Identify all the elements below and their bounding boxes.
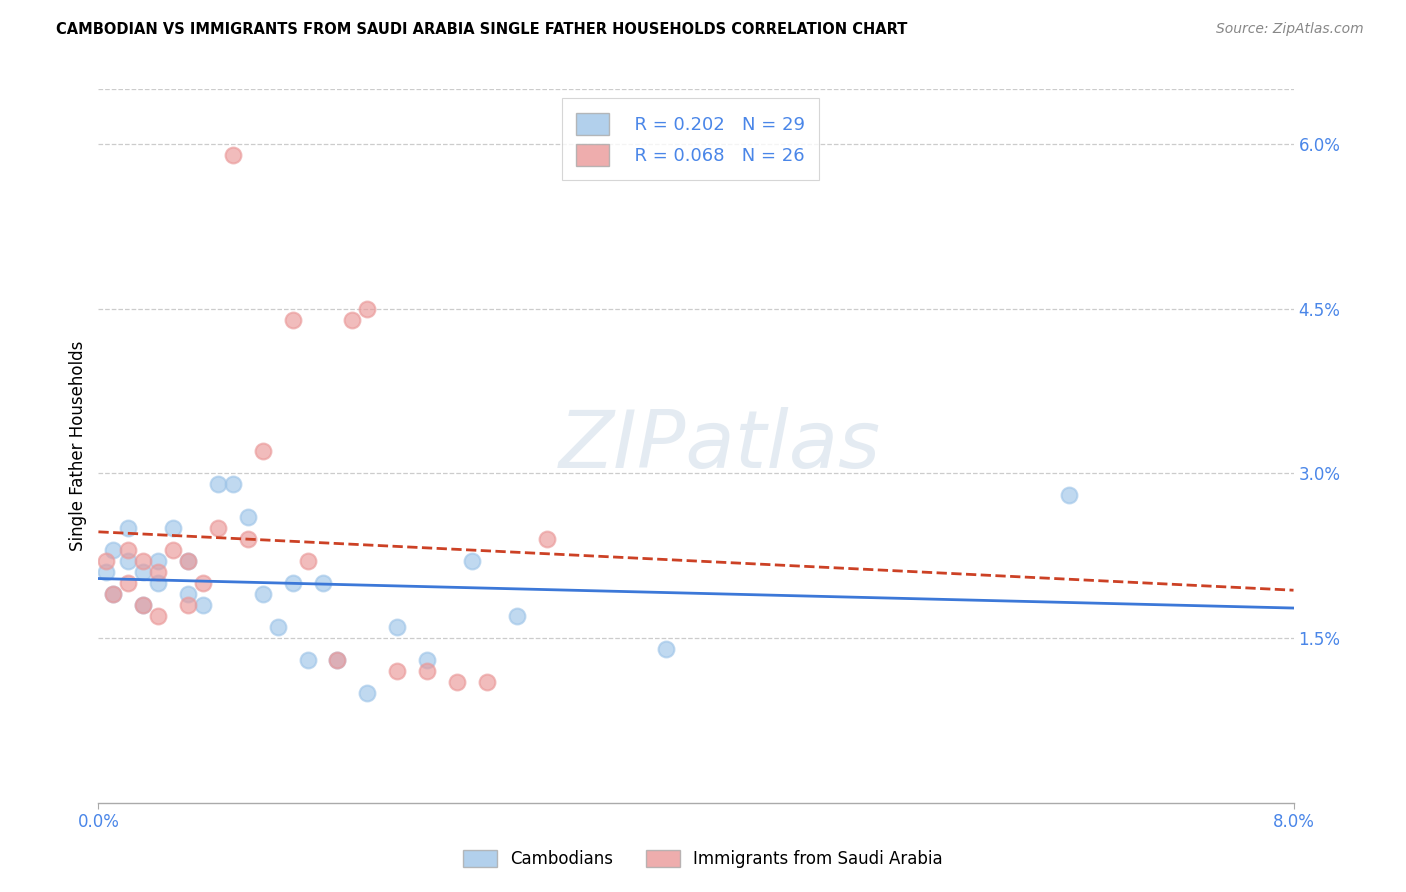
Point xyxy=(222,148,245,162)
Point xyxy=(461,554,484,568)
Point xyxy=(326,653,349,667)
Point xyxy=(475,675,498,690)
Point xyxy=(117,543,139,558)
Point xyxy=(506,609,529,624)
Point xyxy=(236,533,259,547)
Point xyxy=(132,598,155,612)
Point xyxy=(103,587,125,601)
Legend: Cambodians, Immigrants from Saudi Arabia: Cambodians, Immigrants from Saudi Arabia xyxy=(457,843,949,875)
Point xyxy=(311,576,333,591)
Point xyxy=(416,664,439,678)
Point xyxy=(297,653,319,667)
Point xyxy=(281,576,304,591)
Point xyxy=(162,543,184,558)
Text: CAMBODIAN VS IMMIGRANTS FROM SAUDI ARABIA SINGLE FATHER HOUSEHOLDS CORRELATION C: CAMBODIAN VS IMMIGRANTS FROM SAUDI ARABI… xyxy=(56,22,908,37)
Point xyxy=(267,620,290,634)
Point xyxy=(132,554,155,568)
Point xyxy=(177,554,200,568)
Point xyxy=(177,587,200,601)
Point xyxy=(117,554,139,568)
Point xyxy=(94,566,117,580)
Point xyxy=(148,566,170,580)
Point xyxy=(446,675,468,690)
Point xyxy=(177,554,200,568)
Point xyxy=(655,642,678,657)
Point xyxy=(191,598,214,612)
Point xyxy=(132,598,155,612)
Point xyxy=(385,620,409,634)
Point xyxy=(148,609,170,624)
Point xyxy=(1059,488,1081,502)
Point xyxy=(385,664,409,678)
Point xyxy=(207,521,229,535)
Point xyxy=(356,301,378,316)
Point xyxy=(191,576,214,591)
Point xyxy=(132,566,155,580)
Point xyxy=(536,533,558,547)
Text: Source: ZipAtlas.com: Source: ZipAtlas.com xyxy=(1216,22,1364,37)
Point xyxy=(162,521,184,535)
Text: ZIPatlas: ZIPatlas xyxy=(558,407,882,485)
Point xyxy=(252,587,274,601)
Point xyxy=(103,587,125,601)
Point xyxy=(222,477,245,491)
Point xyxy=(252,444,274,458)
Point xyxy=(342,312,364,326)
Point xyxy=(94,554,117,568)
Point xyxy=(117,521,139,535)
Point xyxy=(416,653,439,667)
Point xyxy=(297,554,319,568)
Point xyxy=(326,653,349,667)
Point xyxy=(177,598,200,612)
Point xyxy=(148,554,170,568)
Point xyxy=(207,477,229,491)
Point xyxy=(148,576,170,591)
Legend:   R = 0.202   N = 29,   R = 0.068   N = 26: R = 0.202 N = 29, R = 0.068 N = 26 xyxy=(561,98,820,180)
Point xyxy=(236,510,259,524)
Point xyxy=(103,543,125,558)
Y-axis label: Single Father Households: Single Father Households xyxy=(69,341,87,551)
Point xyxy=(117,576,139,591)
Point xyxy=(356,686,378,700)
Point xyxy=(281,312,304,326)
